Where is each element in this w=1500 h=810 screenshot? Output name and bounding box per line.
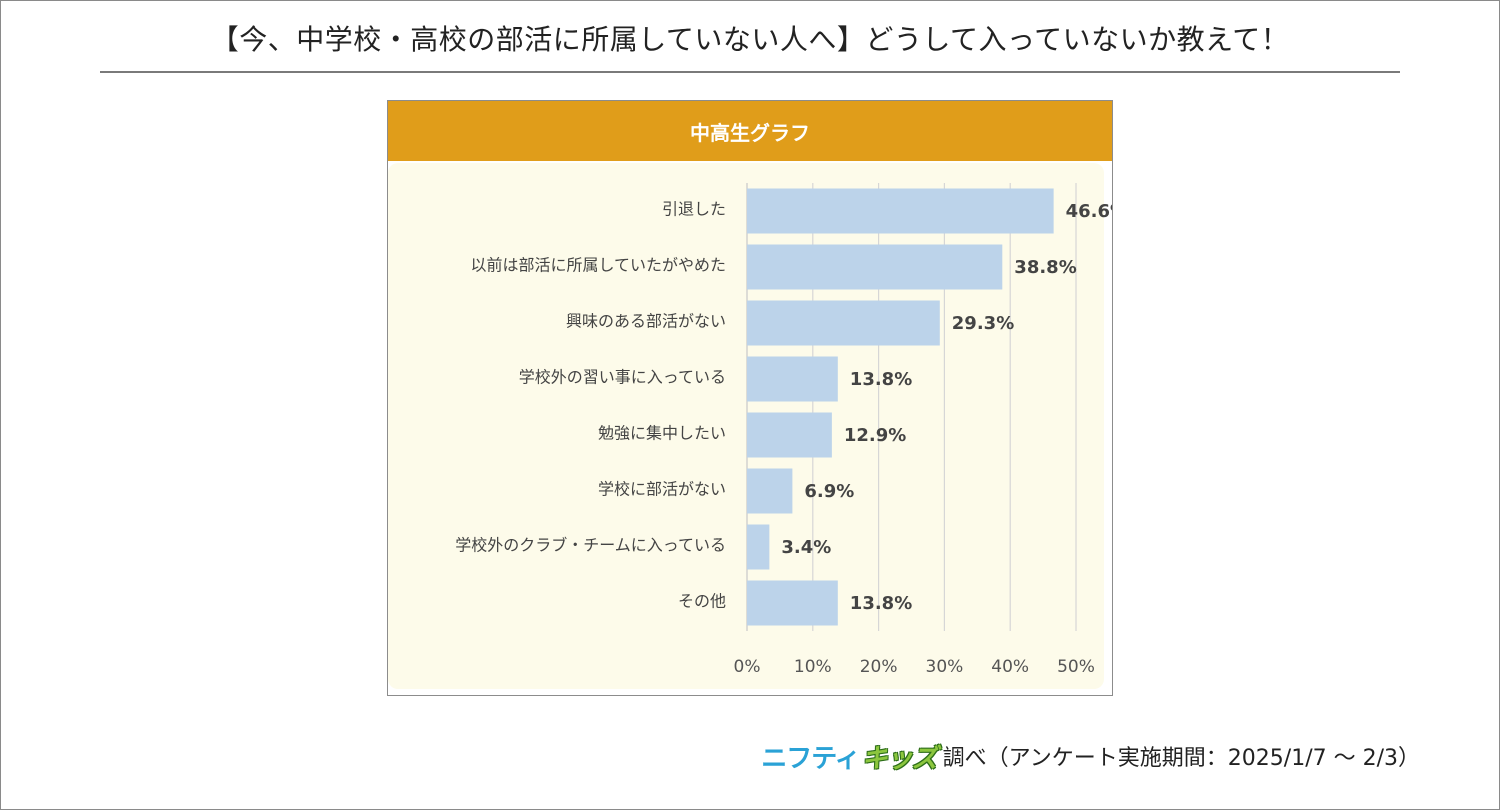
page-title: 【今、中学校・高校の部活に所属していない人へ】どうして入っていないか教えて！ — [210, 23, 1290, 56]
bar — [747, 300, 940, 346]
bar — [747, 524, 770, 570]
footer: ニフティ キッズ 調べ（アンケート実施期間：2025/1/7 ～ 2/3） — [761, 738, 1420, 774]
brand-logo: ニフティ キッズ — [761, 738, 938, 775]
data-label: 29.3% — [952, 313, 1014, 334]
title-divider — [100, 71, 1400, 73]
x-tick-label: 40% — [991, 657, 1029, 677]
category-label: 学校外の習い事に入っている — [519, 368, 726, 387]
x-tick-label: 20% — [860, 657, 898, 677]
category-label: 学校に部活がない — [598, 480, 726, 499]
data-label: 13.8% — [850, 593, 912, 614]
category-label: 引退した — [662, 200, 726, 219]
category-label: その他 — [678, 592, 726, 611]
bar — [747, 356, 838, 402]
brand-logo-part1: ニフティ — [761, 743, 860, 774]
x-tick-label: 50% — [1057, 657, 1095, 677]
data-label: 12.9% — [844, 425, 906, 446]
category-label: 以前は部活に所属していたがやめた — [470, 256, 726, 275]
data-label: 13.8% — [850, 369, 912, 390]
bar — [747, 580, 838, 626]
bar — [747, 244, 1003, 290]
bar — [747, 188, 1054, 234]
bar — [747, 468, 793, 514]
bar-chart: 0% 10% 20% 30% 40% 50% 引退した 46.6% 以前は部活に所属していたがや… — [455, 183, 1112, 677]
category-label: 学校外のクラブ・チームに入っている — [455, 536, 726, 555]
data-label: 46.6% — [1066, 201, 1112, 222]
chart-title: 中高生グラフ — [388, 101, 1112, 161]
brand-logo-part2: キッズ — [861, 743, 938, 774]
data-label: 38.8% — [1014, 257, 1076, 278]
category-label: 勉強に集中したい — [598, 424, 726, 443]
data-label: 6.9% — [804, 481, 854, 502]
x-tick-label: 10% — [794, 657, 832, 677]
survey-note: 調べ（アンケート実施期間：2025/1/7 ～ 2/3） — [942, 746, 1420, 771]
data-label: 3.4% — [781, 537, 831, 558]
chart-panel: 中高生グラフ 0% 10% 20% 30% 40% 50% 引退した 46.6% 以前は部活に所… — [387, 100, 1113, 696]
x-tick-label: 0% — [734, 657, 761, 677]
category-label: 興味のある部活がない — [566, 312, 726, 331]
x-tick-label: 30% — [926, 657, 964, 677]
bar — [747, 412, 832, 458]
